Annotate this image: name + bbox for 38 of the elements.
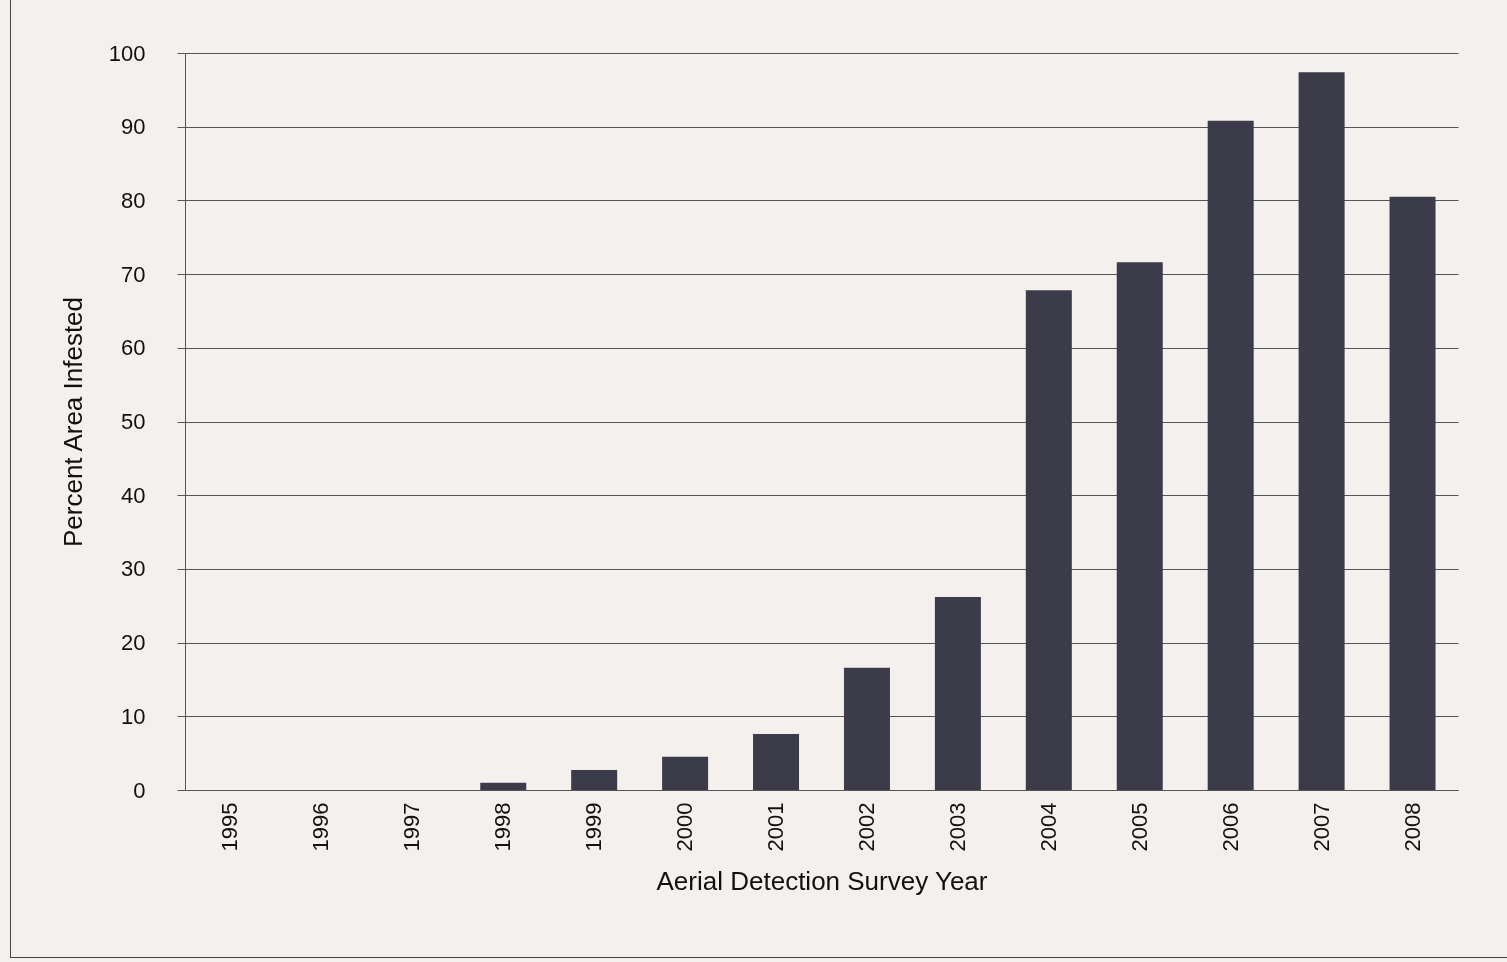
x-tick-label: 2007 — [1308, 802, 1334, 852]
y-tick-label: 90 — [121, 114, 146, 140]
bar — [1207, 120, 1254, 790]
x-tick-label: 1998 — [490, 802, 516, 852]
bar — [662, 756, 709, 790]
x-tick-label: 2000 — [672, 802, 698, 852]
x-tick-label: 1995 — [217, 802, 243, 852]
x-tick-label: 2008 — [1399, 802, 1425, 852]
y-tick-label: 10 — [121, 703, 146, 729]
y-tick-label: 50 — [121, 409, 146, 434]
bar — [1025, 290, 1072, 790]
y-tick-label: 30 — [121, 556, 146, 582]
y-tick-label: 40 — [121, 482, 146, 508]
bar — [1116, 262, 1163, 790]
x-tick-label: 1997 — [399, 802, 425, 852]
y-tick-label: 0 — [133, 777, 146, 803]
y-axis-title: Percent Area Infested — [57, 296, 88, 548]
bar — [571, 770, 618, 790]
x-tick-label: 2002 — [853, 802, 879, 852]
x-tick-label: 1999 — [581, 802, 607, 852]
bar — [934, 596, 981, 790]
bar — [753, 733, 800, 790]
x-tick-label: 1996 — [308, 802, 334, 852]
x-tick-label: 2004 — [1035, 802, 1061, 852]
y-tick-label: 20 — [121, 630, 146, 656]
x-tick-label: 2005 — [1126, 802, 1152, 852]
y-tick-label: 80 — [121, 187, 146, 213]
x-tick-label: 2003 — [944, 802, 970, 852]
y-tick-label: 70 — [121, 261, 146, 287]
y-tick-label: 60 — [121, 335, 146, 361]
x-tick-label: 2001 — [763, 802, 789, 852]
y-tick-label: 100 — [108, 40, 146, 66]
bar — [843, 667, 890, 790]
x-axis-title: Aerial Detection Survey Year — [656, 866, 988, 897]
bar — [1389, 196, 1436, 790]
x-tick-label: 2006 — [1217, 802, 1243, 852]
bar — [480, 782, 527, 790]
bar — [1298, 72, 1345, 790]
